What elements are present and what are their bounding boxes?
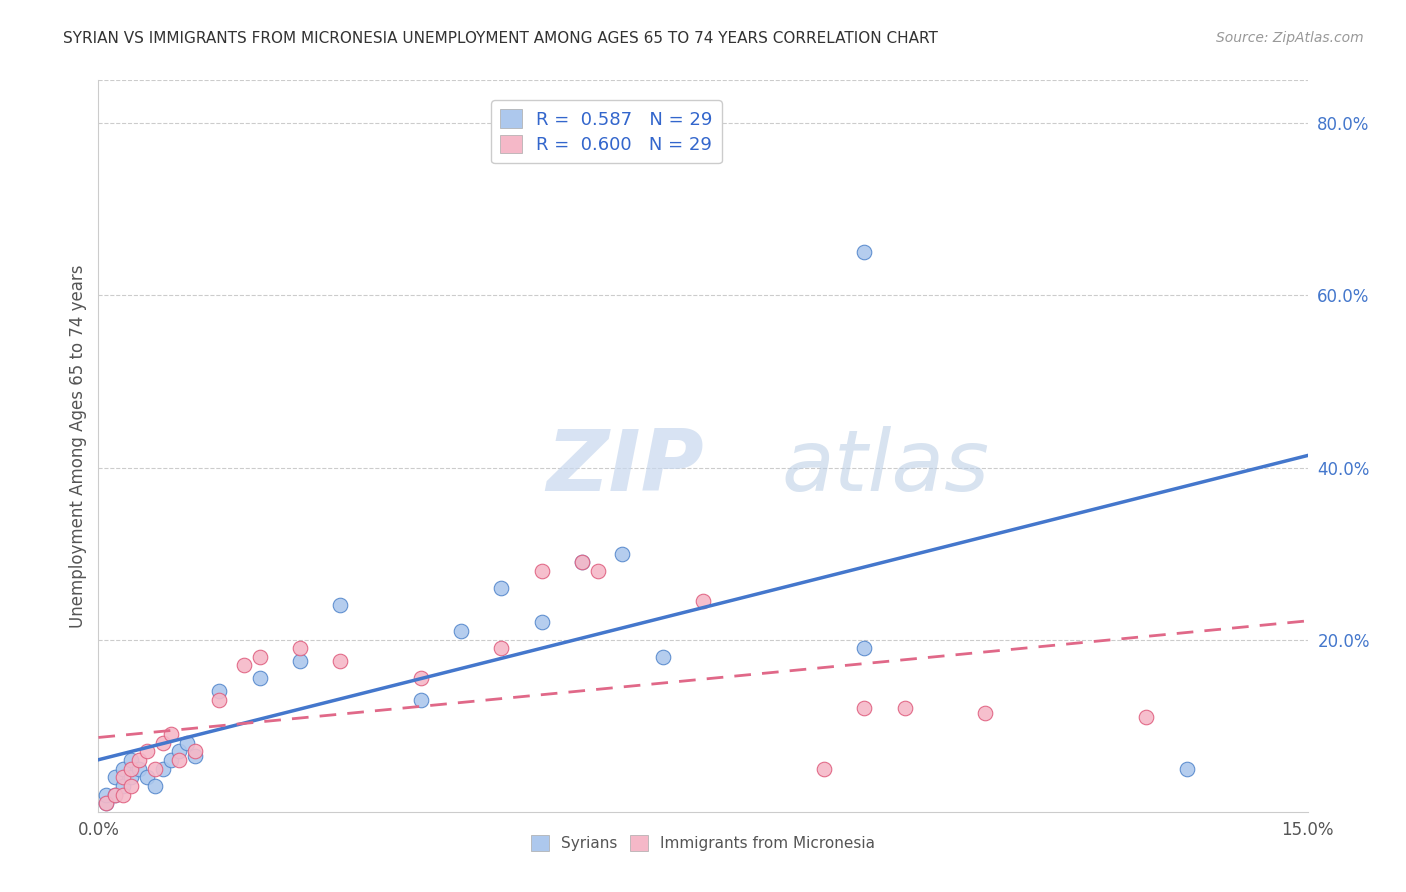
Point	[571, 555, 593, 569]
Point	[288, 641, 311, 656]
Point	[409, 693, 432, 707]
Point	[853, 701, 876, 715]
Point	[530, 564, 553, 578]
Point	[167, 744, 190, 758]
Point	[329, 654, 352, 668]
Point	[143, 762, 166, 776]
Point	[120, 770, 142, 784]
Point	[120, 779, 142, 793]
Point	[111, 788, 134, 802]
Point	[143, 779, 166, 793]
Text: ZIP: ZIP	[546, 426, 703, 509]
Point	[249, 671, 271, 685]
Legend: Syrians, Immigrants from Micronesia: Syrians, Immigrants from Micronesia	[523, 828, 883, 859]
Point	[96, 788, 118, 802]
Point	[135, 770, 157, 784]
Point	[329, 598, 352, 612]
Point	[176, 736, 198, 750]
Point	[651, 649, 673, 664]
Point	[208, 693, 231, 707]
Point	[167, 753, 190, 767]
Point	[184, 744, 207, 758]
Point	[1175, 762, 1198, 776]
Point	[612, 547, 634, 561]
Point	[409, 671, 432, 685]
Text: SYRIAN VS IMMIGRANTS FROM MICRONESIA UNEMPLOYMENT AMONG AGES 65 TO 74 YEARS CORR: SYRIAN VS IMMIGRANTS FROM MICRONESIA UNE…	[63, 31, 938, 46]
Point	[103, 788, 125, 802]
Point	[813, 762, 835, 776]
Y-axis label: Unemployment Among Ages 65 to 74 years: Unemployment Among Ages 65 to 74 years	[69, 264, 87, 628]
Point	[571, 555, 593, 569]
Point	[491, 641, 513, 656]
Point	[491, 581, 513, 595]
Point	[96, 796, 118, 810]
Point	[160, 727, 183, 741]
Point	[1135, 710, 1157, 724]
Point	[111, 762, 134, 776]
Point	[120, 753, 142, 767]
Point	[853, 245, 876, 260]
Text: Source: ZipAtlas.com: Source: ZipAtlas.com	[1216, 31, 1364, 45]
Point	[288, 654, 311, 668]
Point	[103, 770, 125, 784]
Point	[450, 624, 472, 638]
Point	[111, 770, 134, 784]
Point	[128, 762, 150, 776]
Point	[692, 594, 714, 608]
Point	[586, 564, 609, 578]
Point	[184, 748, 207, 763]
Point	[128, 753, 150, 767]
Point	[249, 649, 271, 664]
Point	[974, 706, 997, 720]
Point	[135, 744, 157, 758]
Point	[152, 736, 174, 750]
Text: atlas: atlas	[782, 426, 990, 509]
Point	[232, 658, 254, 673]
Point	[893, 701, 915, 715]
Point	[96, 796, 118, 810]
Point	[208, 684, 231, 698]
Point	[103, 788, 125, 802]
Point	[160, 753, 183, 767]
Point	[853, 641, 876, 656]
Point	[152, 762, 174, 776]
Point	[530, 615, 553, 630]
Point	[111, 779, 134, 793]
Point	[120, 762, 142, 776]
